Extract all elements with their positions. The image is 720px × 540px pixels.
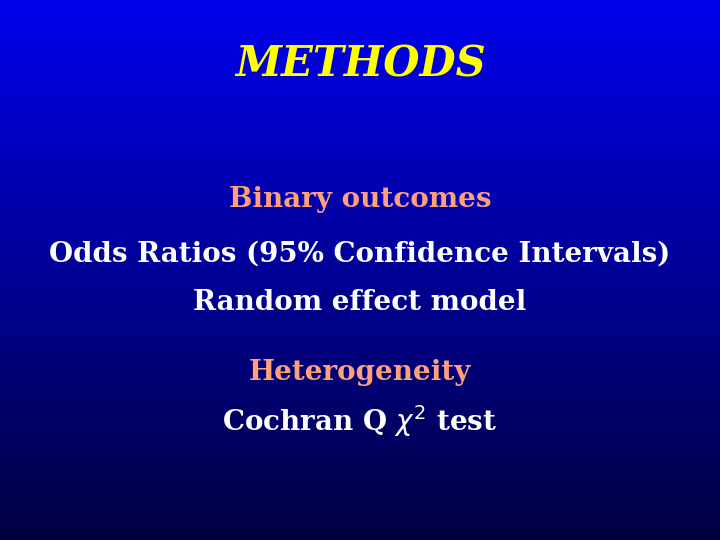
- Text: Odds Ratios (95% Confidence Intervals): Odds Ratios (95% Confidence Intervals): [50, 240, 670, 267]
- Text: Random effect model: Random effect model: [194, 289, 526, 316]
- Text: METHODS: METHODS: [235, 44, 485, 86]
- Text: Cochran Q $\chi^2$ test: Cochran Q $\chi^2$ test: [222, 403, 498, 439]
- Text: Heterogeneity: Heterogeneity: [249, 359, 471, 386]
- Text: Binary outcomes: Binary outcomes: [229, 186, 491, 213]
